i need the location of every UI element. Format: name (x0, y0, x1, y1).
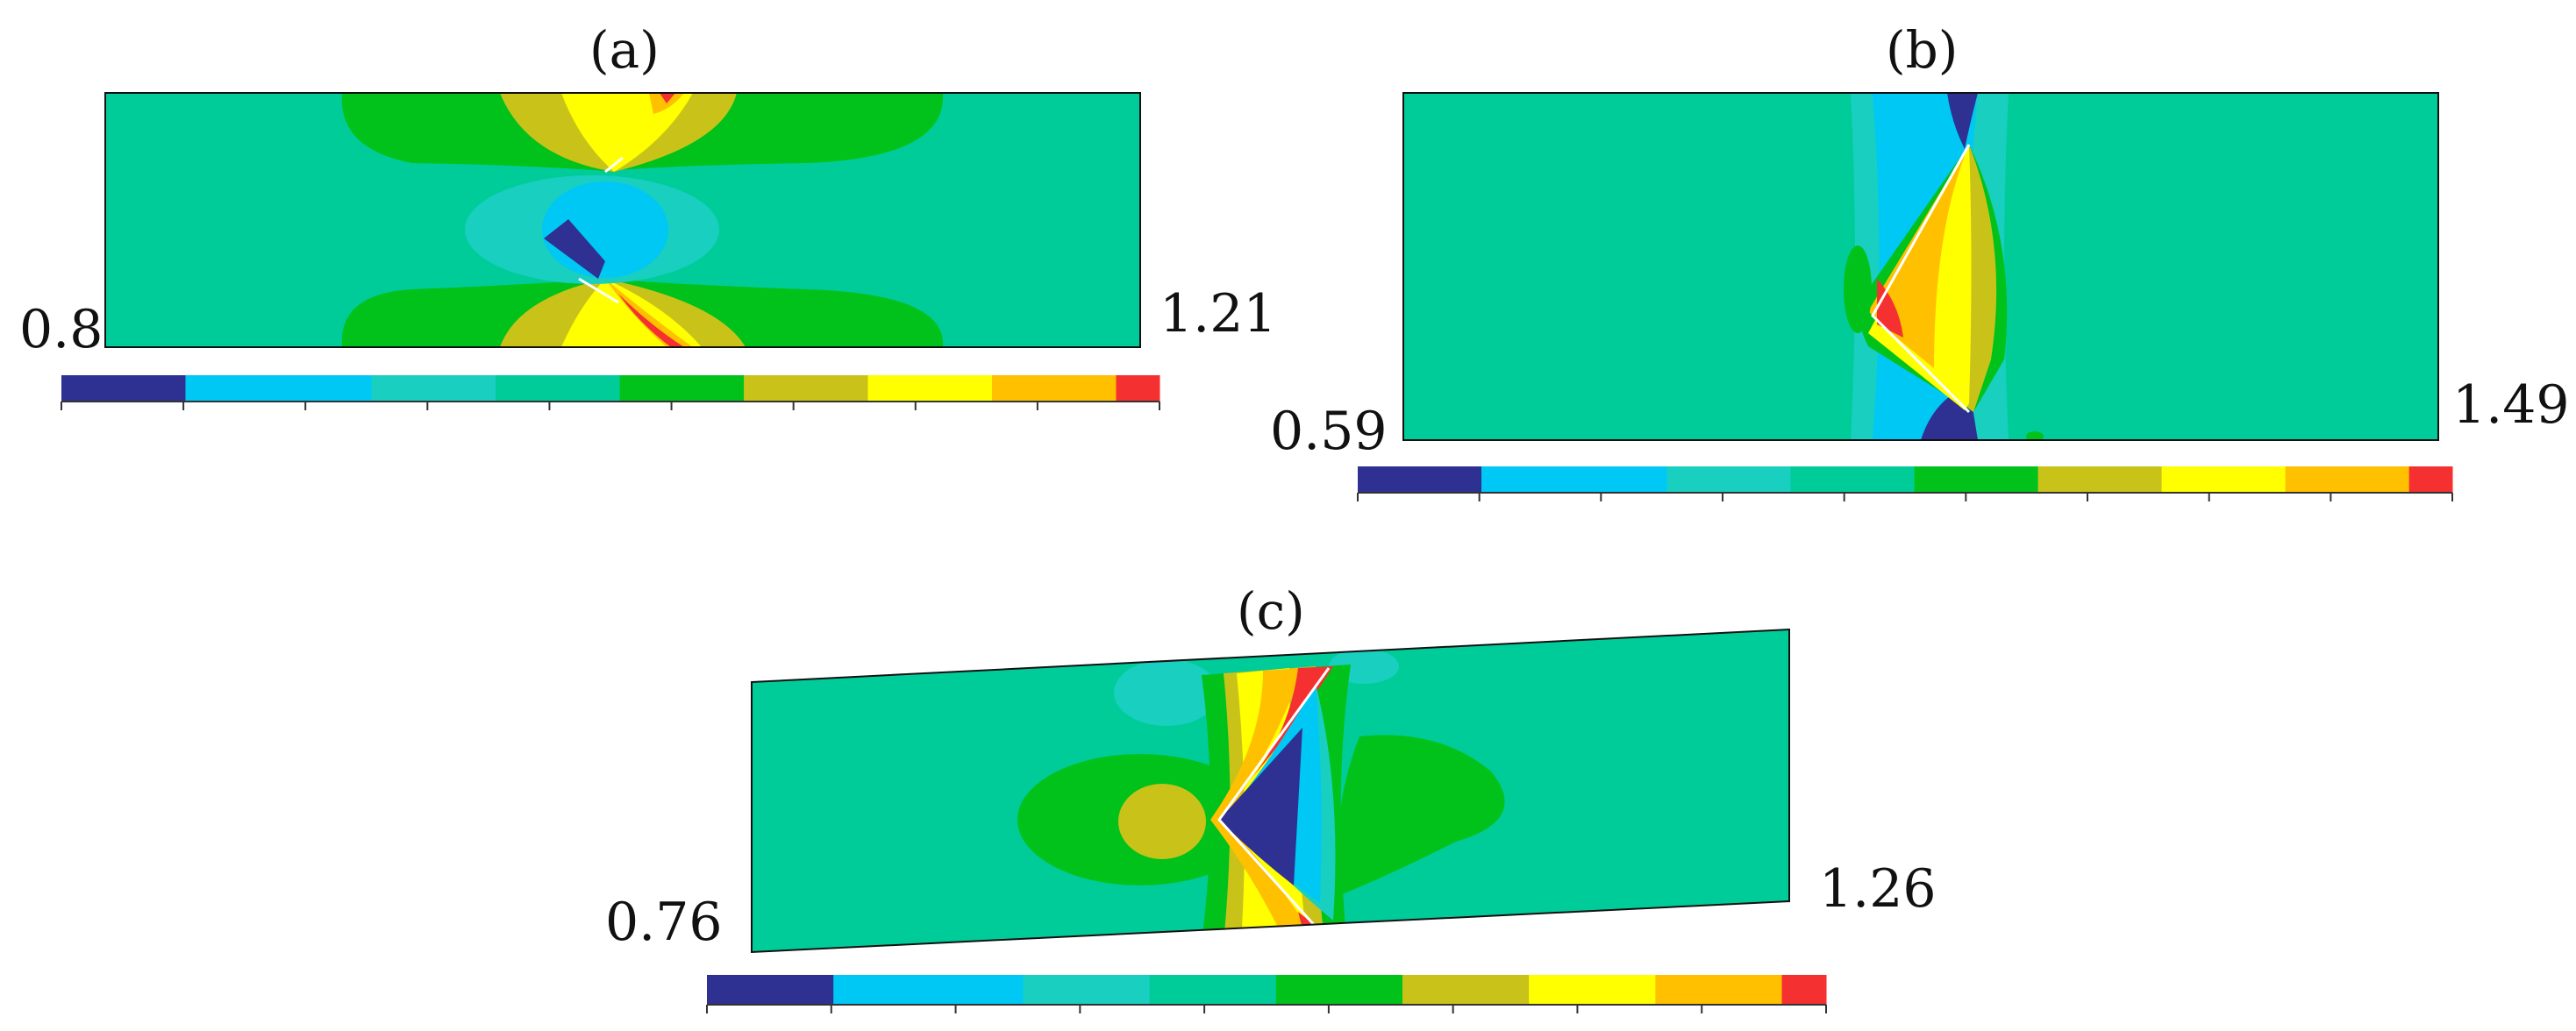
panel-b-min-label: 0.59 (1270, 401, 1388, 462)
colorbar-segment-red (1781, 975, 1827, 1005)
colorbar-segment-cyan-teal (371, 375, 496, 402)
panel-c-min-label: 0.76 (605, 892, 723, 953)
panel-c-contour (752, 629, 1789, 952)
colorbar-segment-olive (1402, 975, 1530, 1005)
colorbar-segment-cyan-teal (1023, 975, 1151, 1005)
colorbar-segment-red (1116, 375, 1160, 402)
colorbar-segment-yellow (1529, 975, 1656, 1005)
colorbar-segment-light-blue (833, 975, 1024, 1005)
panel-c-frame (751, 628, 1790, 954)
panel-a-contour (105, 93, 1140, 347)
panel-c-max-label: 1.26 (1819, 858, 1937, 920)
colorbar-segment-light-blue (1481, 466, 1668, 493)
colorbar-segment-olive (744, 375, 869, 402)
colorbar-segment-dark-blue (61, 375, 186, 402)
panel-a-label: (a) (589, 20, 660, 80)
panel-a-colorbar (61, 375, 1160, 410)
colorbar-segment-yellow (867, 375, 993, 402)
panel-b-colorbar (1357, 466, 2453, 501)
panel-b-max-label: 1.49 (2452, 374, 2570, 436)
colorbar-segment-green (1275, 975, 1403, 1005)
colorbar-segment-green (1914, 466, 2039, 493)
colorbar-segment-dark-blue (707, 975, 834, 1005)
panel-a-frame (104, 92, 1141, 348)
panel-c-label: (c) (1237, 581, 1305, 641)
colorbar-segment-orange (1655, 975, 1783, 1005)
colorbar-segment-yellow (2161, 466, 2287, 493)
colorbar-segment-red (2408, 466, 2453, 493)
panel-c-colorbar (706, 975, 1827, 1013)
panel-b-frame (1402, 92, 2439, 441)
panel-a-min-label: 0.8 (19, 299, 103, 360)
colorbar-segment-orange (992, 375, 1117, 402)
colorbar-segment-teal (1790, 466, 1916, 493)
colorbar-segment-dark-blue (1358, 466, 1482, 493)
panel-b-contour (1403, 93, 2438, 440)
panel-a-max-label: 1.21 (1160, 283, 1277, 345)
colorbar-segment-green (619, 375, 745, 402)
colorbar-segment-teal (1149, 975, 1277, 1005)
colorbar-segment-orange (2285, 466, 2410, 493)
colorbar-segment-light-blue (185, 375, 373, 402)
panel-b-label: (b) (1886, 20, 1959, 80)
colorbar-segment-olive (2037, 466, 2163, 493)
colorbar-segment-teal (496, 375, 621, 402)
colorbar-segment-cyan-teal (1666, 466, 1792, 493)
